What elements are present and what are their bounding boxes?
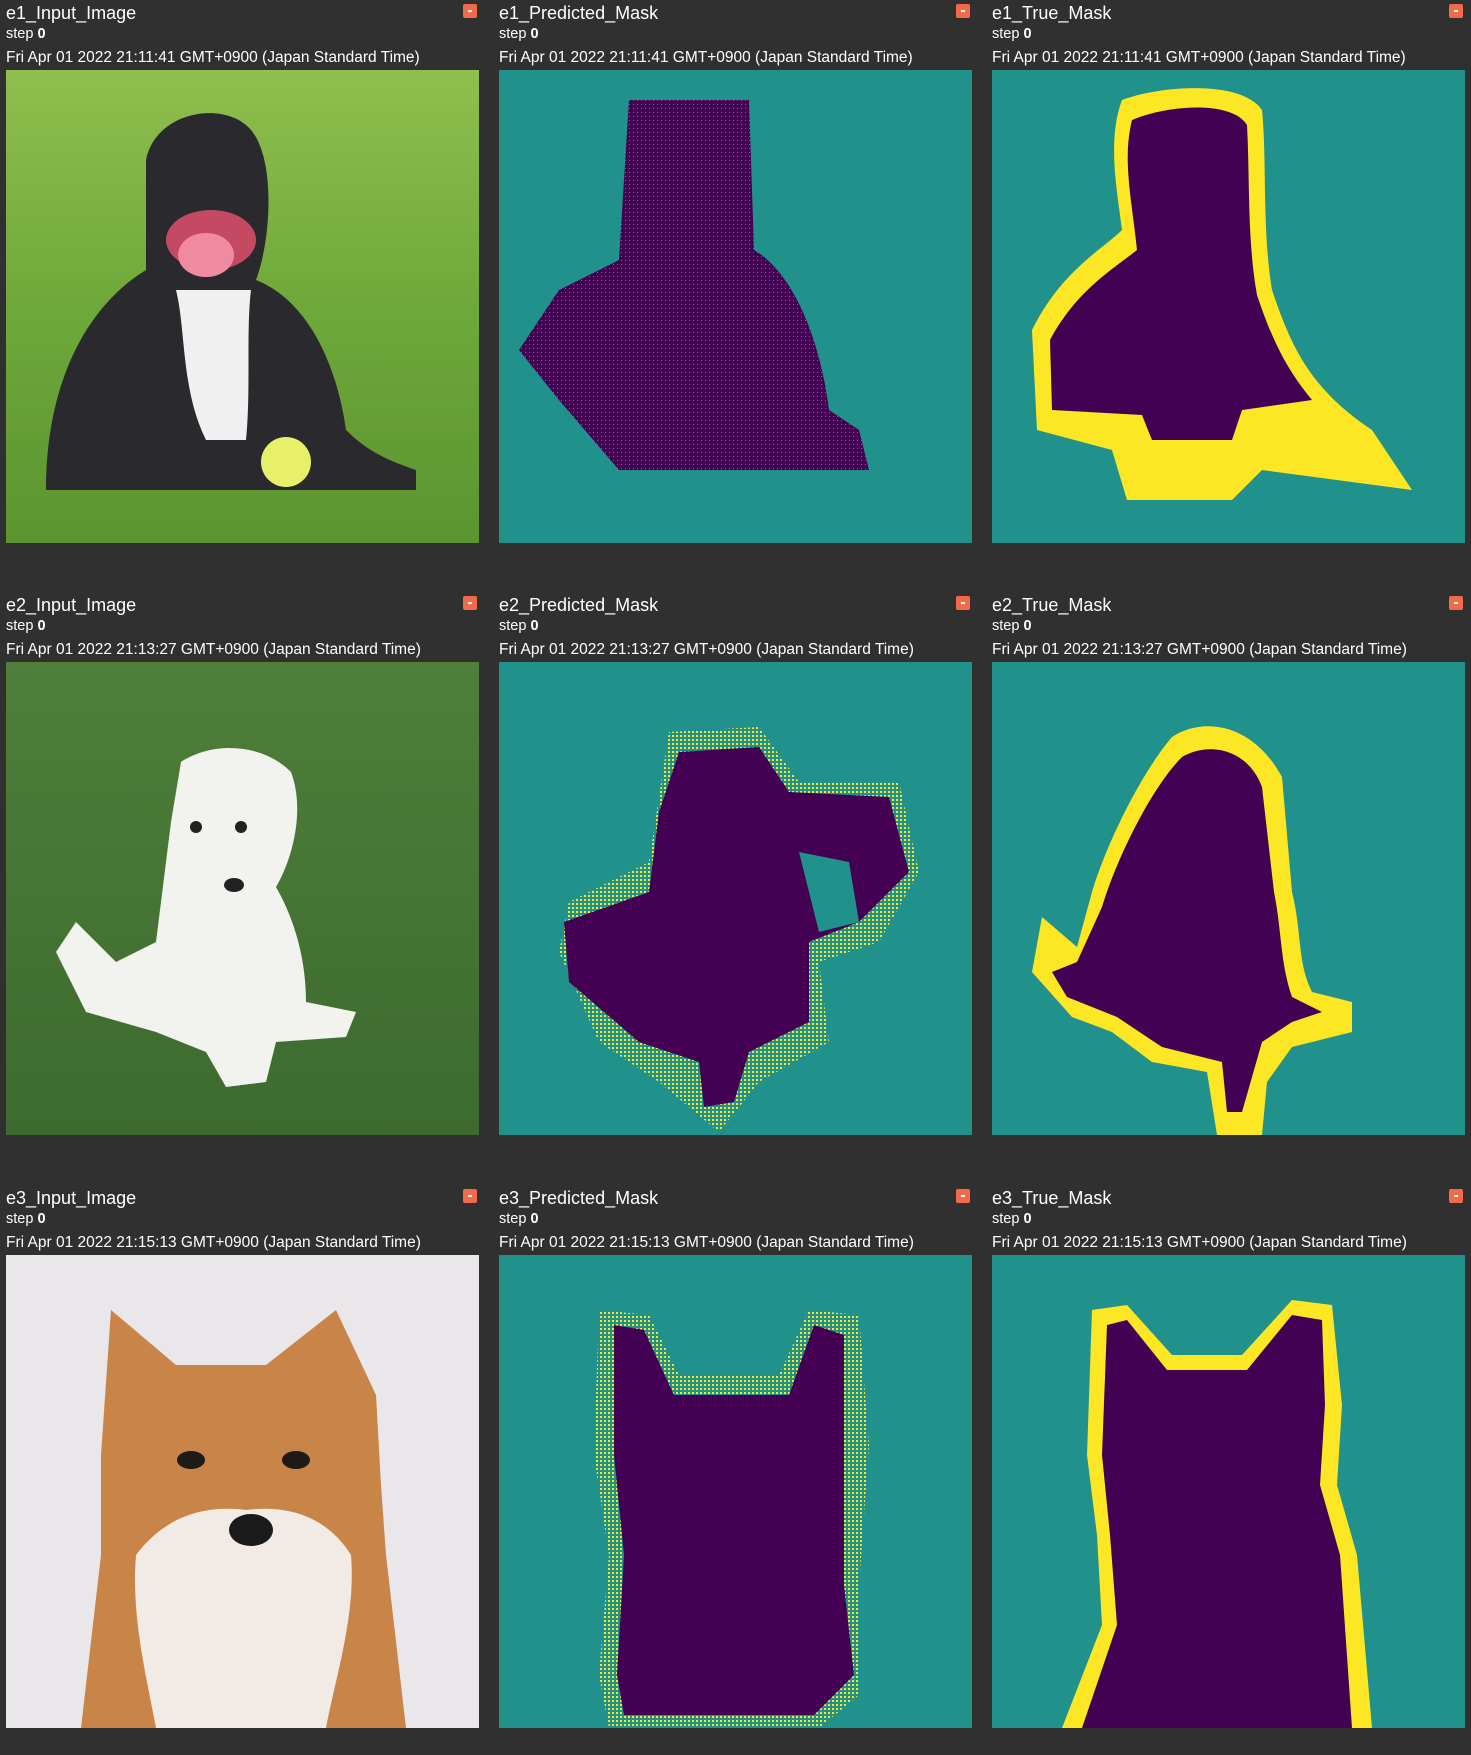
- step-label: step: [499, 618, 527, 634]
- timestamp: Fri Apr 01 2022 21:13:27 GMT+0900 (Japan…: [6, 641, 421, 658]
- image-card-e3-input: e3_Input_Image step 0 Fri Apr 01 2022 21…: [6, 1185, 479, 1755]
- image-card-e2-predicted: e2_Predicted_Mask step 0 Fri Apr 01 2022…: [499, 592, 972, 1162]
- step-value: 0: [1023, 1211, 1032, 1227]
- expand-icon[interactable]: [463, 1189, 477, 1203]
- step-label: step: [992, 618, 1020, 634]
- step-label: step: [992, 26, 1020, 42]
- predicted-mask-image: [499, 662, 972, 1135]
- timestamp: Fri Apr 01 2022 21:15:13 GMT+0900 (Japan…: [6, 1234, 421, 1251]
- step-label: step: [499, 26, 527, 42]
- step-value: 0: [1023, 26, 1032, 42]
- step-value: 0: [530, 1211, 539, 1227]
- predicted-mask-image: [499, 1255, 972, 1728]
- timestamp: Fri Apr 01 2022 21:11:41 GMT+0900 (Japan…: [499, 49, 913, 66]
- step-indicator: step 0: [6, 1210, 46, 1228]
- step-label: step: [499, 1211, 527, 1227]
- step-label: step: [6, 1211, 34, 1227]
- expand-icon[interactable]: [956, 4, 970, 18]
- step-value: 0: [1023, 618, 1032, 634]
- timestamp: Fri Apr 01 2022 21:15:13 GMT+0900 (Japan…: [992, 1234, 1407, 1251]
- step-indicator: step 0: [992, 617, 1032, 635]
- card-title: e2_True_Mask: [992, 595, 1112, 615]
- step-indicator: step 0: [499, 1210, 539, 1228]
- input-image: [6, 662, 479, 1135]
- step-value: 0: [37, 1211, 46, 1227]
- image-card-e2-input: e2_Input_Image step 0 Fri Apr 01 2022 21…: [6, 592, 479, 1162]
- card-title: e2_Predicted_Mask: [499, 595, 659, 615]
- timestamp: Fri Apr 01 2022 21:11:41 GMT+0900 (Japan…: [6, 49, 420, 66]
- step-value: 0: [37, 26, 46, 42]
- step-indicator: step 0: [499, 617, 539, 635]
- card-title: e2_Input_Image: [6, 595, 137, 615]
- card-title: e3_Input_Image: [6, 1188, 137, 1208]
- expand-icon[interactable]: [956, 1189, 970, 1203]
- step-label: step: [6, 618, 34, 634]
- true-mask-image: [992, 662, 1465, 1135]
- step-label: step: [6, 26, 34, 42]
- predicted-mask-image: [499, 70, 972, 543]
- step-value: 0: [530, 26, 539, 42]
- timestamp: Fri Apr 01 2022 21:13:27 GMT+0900 (Japan…: [499, 641, 914, 658]
- true-mask-image: [992, 1255, 1465, 1728]
- step-value: 0: [530, 618, 539, 634]
- step-value: 0: [37, 618, 46, 634]
- card-title: e1_True_Mask: [992, 3, 1112, 23]
- timestamp: Fri Apr 01 2022 21:13:27 GMT+0900 (Japan…: [992, 641, 1407, 658]
- image-card-e1-true: e1_True_Mask step 0 Fri Apr 01 2022 21:1…: [992, 0, 1465, 570]
- true-mask-image: [992, 70, 1465, 543]
- expand-icon[interactable]: [463, 596, 477, 610]
- image-card-e1-predicted: e1_Predicted_Mask step 0 Fri Apr 01 2022…: [499, 0, 972, 570]
- expand-icon[interactable]: [1449, 1189, 1463, 1203]
- step-indicator: step 0: [6, 25, 46, 43]
- card-title: e1_Predicted_Mask: [499, 3, 659, 23]
- expand-icon[interactable]: [956, 596, 970, 610]
- input-image: [6, 70, 479, 543]
- timestamp: Fri Apr 01 2022 21:11:41 GMT+0900 (Japan…: [992, 49, 1406, 66]
- image-card-e3-predicted: e3_Predicted_Mask step 0 Fri Apr 01 2022…: [499, 1185, 972, 1755]
- step-indicator: step 0: [499, 25, 539, 43]
- step-label: step: [992, 1211, 1020, 1227]
- input-image: [6, 1255, 479, 1728]
- image-card-e1-input: e1_Input_Image step 0 Fri Apr 01 2022 21…: [6, 0, 479, 570]
- step-indicator: step 0: [6, 617, 46, 635]
- card-title: e3_True_Mask: [992, 1188, 1112, 1208]
- step-indicator: step 0: [992, 1210, 1032, 1228]
- expand-icon[interactable]: [1449, 4, 1463, 18]
- image-card-e2-true: e2_True_Mask step 0 Fri Apr 01 2022 21:1…: [992, 592, 1465, 1162]
- card-title: e1_Input_Image: [6, 3, 137, 23]
- expand-icon[interactable]: [463, 4, 477, 18]
- step-indicator: step 0: [992, 25, 1032, 43]
- image-card-e3-true: e3_True_Mask step 0 Fri Apr 01 2022 21:1…: [992, 1185, 1465, 1755]
- card-title: e3_Predicted_Mask: [499, 1188, 659, 1208]
- expand-icon[interactable]: [1449, 596, 1463, 610]
- timestamp: Fri Apr 01 2022 21:15:13 GMT+0900 (Japan…: [499, 1234, 914, 1251]
